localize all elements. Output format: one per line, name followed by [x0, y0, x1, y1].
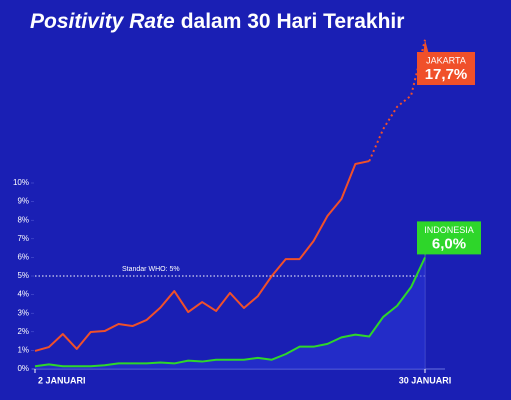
reference-label: Standar WHO: 5% — [122, 266, 180, 273]
y-tick-label: 6% — [17, 253, 29, 262]
callout-value: 6,0% — [432, 235, 466, 252]
x-tick-label: 2 JANUARI — [38, 375, 86, 385]
y-tick-label: 3% — [17, 308, 29, 317]
chart-title: Positivity Rate dalam 30 Hari Terakhir — [30, 10, 404, 33]
y-tick-label: 2% — [17, 327, 29, 336]
y-tick-label: 4% — [17, 290, 29, 299]
callout-box — [417, 52, 475, 85]
y-tick-label: 5% — [17, 271, 29, 280]
callout-name: JAKARTA — [426, 55, 466, 65]
callout-box — [417, 221, 481, 255]
line-dotted — [368, 39, 426, 162]
y-tick-label: 9% — [17, 197, 29, 206]
area — [35, 257, 425, 369]
y-tick-label: 10% — [13, 178, 29, 187]
callout-value: 17,7% — [425, 66, 468, 83]
y-tick-label: 8% — [17, 215, 29, 224]
title-rest: dalam 30 Hari Terakhir — [181, 10, 405, 33]
line — [34, 256, 426, 368]
x-tick-label: 30 JANUARI — [399, 375, 452, 385]
y-tick-label: 0% — [17, 364, 29, 373]
callout-name: INDONESIA — [424, 225, 474, 235]
y-tick-label: 7% — [17, 234, 29, 243]
line — [34, 160, 370, 352]
y-tick-label: 1% — [17, 346, 29, 355]
title-emphasis: Positivity Rate — [30, 10, 175, 33]
